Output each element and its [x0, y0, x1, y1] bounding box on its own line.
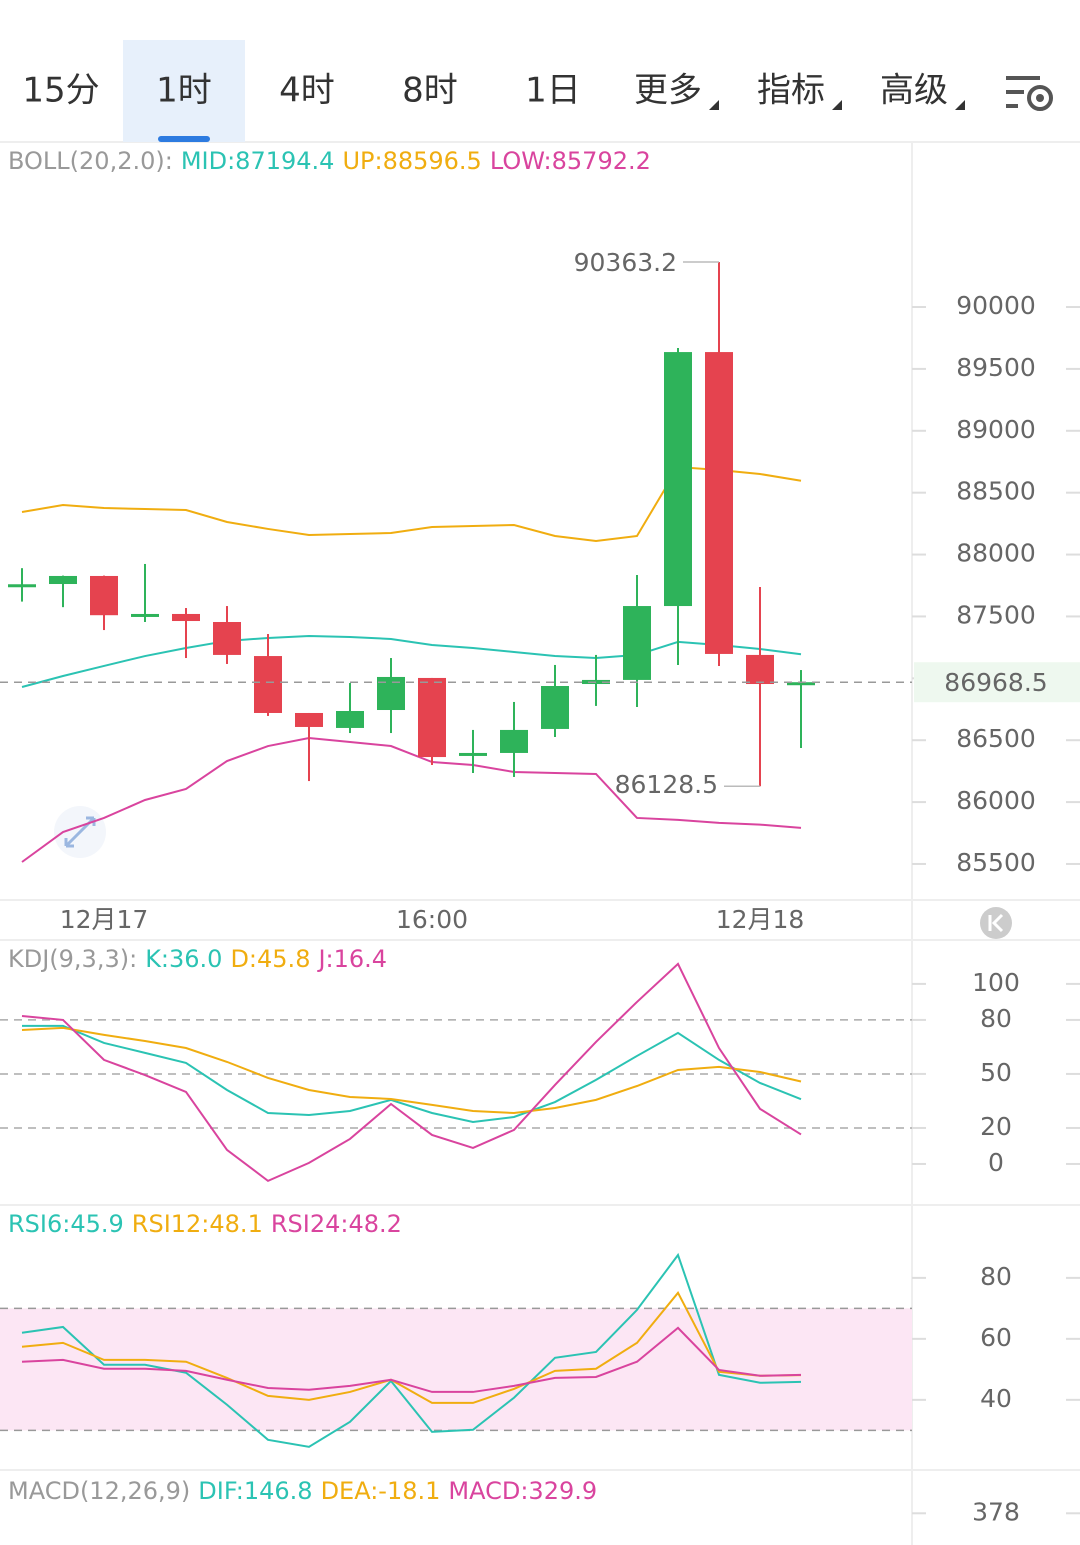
y-tick-label: 0: [988, 1148, 1004, 1177]
candle-body: [336, 711, 364, 728]
x-tick-label: 12月18: [716, 905, 805, 934]
dropdown-arrow: [832, 100, 842, 110]
candle-body: [8, 584, 36, 588]
candle-body: [172, 613, 200, 622]
y-tick-label: 88500: [956, 477, 1036, 506]
y-tick-label: 86000: [956, 786, 1036, 815]
legend-text: MACD:329.9: [448, 1477, 597, 1505]
candle-body: [664, 352, 692, 607]
y-tick-label: 20: [980, 1112, 1012, 1141]
y-tick-label: 60: [980, 1323, 1012, 1352]
y-tick-label: 100: [972, 968, 1020, 997]
candle-body: [541, 686, 569, 729]
candle-body: [254, 656, 282, 713]
boll-line: [21, 736, 802, 863]
indicator-line: [22, 1024, 802, 1124]
legend-text: D:45.8: [230, 945, 310, 973]
legend-text: RSI24:48.2: [271, 1210, 402, 1238]
indicator-line: [21, 962, 802, 1183]
candle-body: [90, 575, 118, 616]
y-tick-label: 90000: [956, 291, 1036, 320]
y-tick-label: 86500: [956, 724, 1036, 753]
y-tick-label: 87500: [956, 600, 1036, 629]
tab[interactable]: 4时: [279, 71, 335, 111]
tab[interactable]: 指标: [757, 71, 825, 111]
settings-icon[interactable]: [1006, 76, 1053, 111]
x-tick-label: 12月17: [60, 905, 149, 934]
last-price-label: 86968.5: [944, 668, 1047, 697]
indicator-line: [21, 1291, 802, 1404]
boll-line: [21, 634, 802, 688]
candle-body: [787, 682, 815, 686]
y-tick-label: 40: [980, 1384, 1012, 1413]
tab[interactable]: 1日: [525, 71, 581, 111]
candle-body: [295, 712, 323, 727]
min-label: 86128.5: [615, 770, 718, 799]
candle-body: [459, 752, 487, 756]
legend-text: LOW:85792.2: [490, 147, 651, 175]
y-tick-label: 88000: [956, 539, 1036, 568]
y-tick-label: 80: [980, 1262, 1012, 1291]
active-tab-bg: [123, 40, 245, 142]
legend-text: MID:87194.4: [181, 147, 335, 175]
tab[interactable]: 高级: [880, 71, 948, 111]
indicator-line: [21, 1326, 802, 1393]
candle-body: [500, 729, 528, 753]
legend-text: DIF:146.8: [198, 1477, 312, 1505]
candle-body: [213, 622, 241, 655]
candle-body: [705, 352, 733, 654]
y-tick-label: 80: [980, 1004, 1012, 1033]
y-tick-label: 50: [980, 1058, 1012, 1087]
dropdown-arrow: [955, 100, 965, 110]
candle-body: [49, 575, 77, 585]
x-tick-label: 16:00: [396, 905, 468, 934]
legend-text: DEA:-18.1: [321, 1477, 441, 1505]
y-tick-label: 89500: [956, 353, 1036, 382]
legend-text: RSI12:48.1: [132, 1210, 263, 1238]
dropdown-arrow: [709, 100, 719, 110]
indicator-line: [21, 1026, 802, 1115]
y-tick-label: 89000: [956, 415, 1036, 444]
y-tick-label: 378: [972, 1497, 1020, 1526]
candle-body: [623, 606, 651, 680]
candle-body: [418, 677, 446, 758]
tab[interactable]: 1时: [156, 71, 212, 111]
candle-body: [131, 613, 159, 617]
legend-text: K:36.0: [145, 945, 222, 973]
active-tab-indicator: [158, 136, 210, 142]
legend-text: UP:88596.5: [342, 147, 481, 175]
candle-body: [746, 654, 774, 685]
legend-text: J:16.4: [316, 945, 387, 973]
tab[interactable]: 更多: [634, 71, 702, 111]
legend-text: BOLL(20,2.0):: [8, 147, 173, 175]
y-tick-label: 85500: [956, 848, 1036, 877]
legend-text: KDJ(9,3,3):: [8, 945, 137, 973]
max-label: 90363.2: [574, 248, 677, 277]
tab[interactable]: 15分: [22, 71, 99, 111]
legend-text: RSI6:45.9: [8, 1210, 124, 1238]
legend-text: MACD(12,26,9): [8, 1477, 190, 1505]
indicator-line: [21, 1252, 802, 1448]
last-price-tag: [914, 662, 1080, 703]
reset-button[interactable]: [980, 907, 1012, 939]
expand-button[interactable]: [54, 806, 106, 858]
tab[interactable]: 8时: [402, 71, 458, 111]
